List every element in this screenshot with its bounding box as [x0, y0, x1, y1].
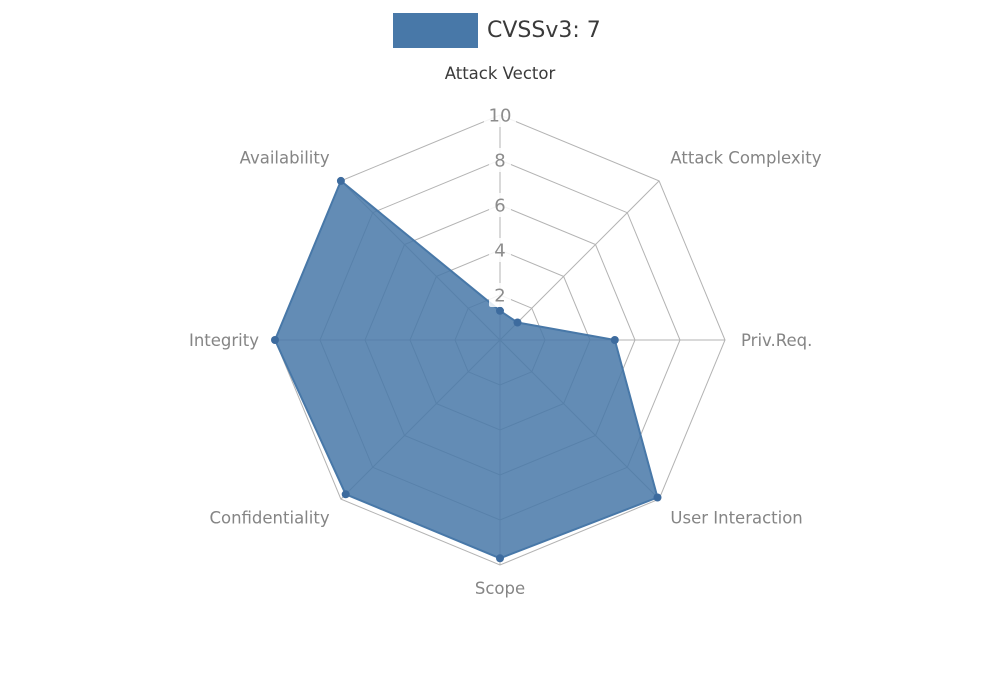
tick-label-bg	[489, 238, 511, 262]
legend-swatch[interactable]	[393, 13, 478, 48]
legend-label: CVSSv3: 7	[487, 18, 601, 43]
tick-label: 8	[494, 151, 505, 172]
grid-spoke	[499, 180, 660, 341]
vertex-dot[interactable]	[496, 554, 504, 563]
tick-label: 6	[494, 196, 505, 217]
tick-label-bg	[489, 148, 511, 172]
axis-label-scope: Scope	[475, 579, 525, 598]
vertex-dot[interactable]	[513, 318, 522, 327]
tick-label-bg	[484, 103, 516, 127]
tick-label: 10	[489, 106, 512, 127]
tick-label: 2	[494, 286, 505, 307]
axis-label-availability: Availability	[240, 149, 330, 168]
axis-label-user-interaction: User Interaction	[670, 508, 802, 527]
legend[interactable]: CVSSv3: 7	[393, 13, 601, 48]
vertex-dot[interactable]	[610, 336, 619, 344]
axis-label-attack-vector: Attack Vector	[445, 64, 556, 83]
axis-label-integrity: Integrity	[189, 331, 259, 350]
axis-label-confidentiality: Confidentiality	[209, 508, 329, 527]
axis-label-attack-complexity: Attack Complexity	[670, 149, 821, 168]
tick-label-bg	[489, 193, 511, 217]
vertex-dot[interactable]	[271, 336, 279, 344]
vertex-dot[interactable]	[336, 176, 345, 185]
tick-label-bg	[489, 283, 511, 307]
vertex-dot[interactable]	[653, 493, 662, 502]
tick-label: 4	[494, 241, 505, 262]
vertex-dot[interactable]	[341, 490, 350, 499]
series-polygon	[274, 179, 659, 560]
axis-label-priv-req-: Priv.Req.	[741, 331, 812, 350]
vertex-dot[interactable]	[496, 306, 504, 315]
